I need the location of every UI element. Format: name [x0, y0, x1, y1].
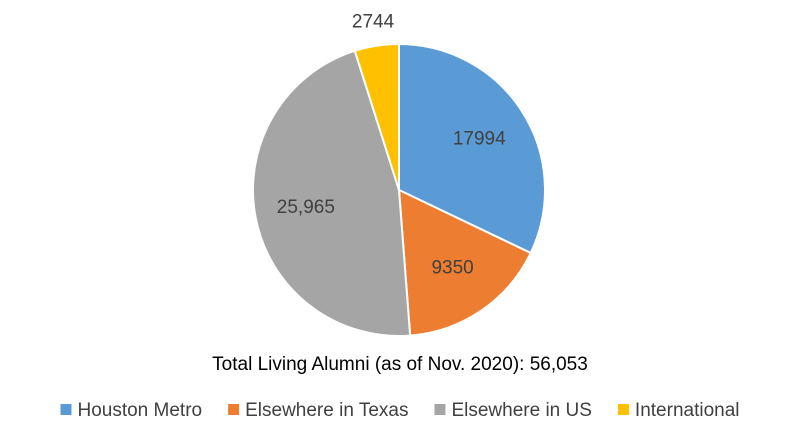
data-label: 9350 [431, 257, 473, 278]
legend-swatch [434, 404, 446, 415]
legend-label: Houston Metro [77, 400, 202, 421]
data-label: 2744 [352, 12, 395, 33]
chart-title: Total Living Alumni (as of Nov. 2020): 5… [212, 354, 588, 375]
pie-slice [398, 42, 546, 255]
pie-slice [397, 188, 533, 337]
data-label: 25,965 [277, 197, 335, 218]
pie-slice [353, 42, 400, 191]
pie-slice [252, 49, 412, 337]
legend-label: Elsewhere in US [451, 400, 591, 421]
data-label: 17994 [453, 128, 506, 149]
legend-swatch [60, 404, 72, 415]
legend-swatch [228, 404, 240, 415]
legend-label: International [635, 400, 740, 421]
legend-swatch [617, 404, 629, 415]
legend-label: Elsewhere in Texas [245, 400, 408, 421]
